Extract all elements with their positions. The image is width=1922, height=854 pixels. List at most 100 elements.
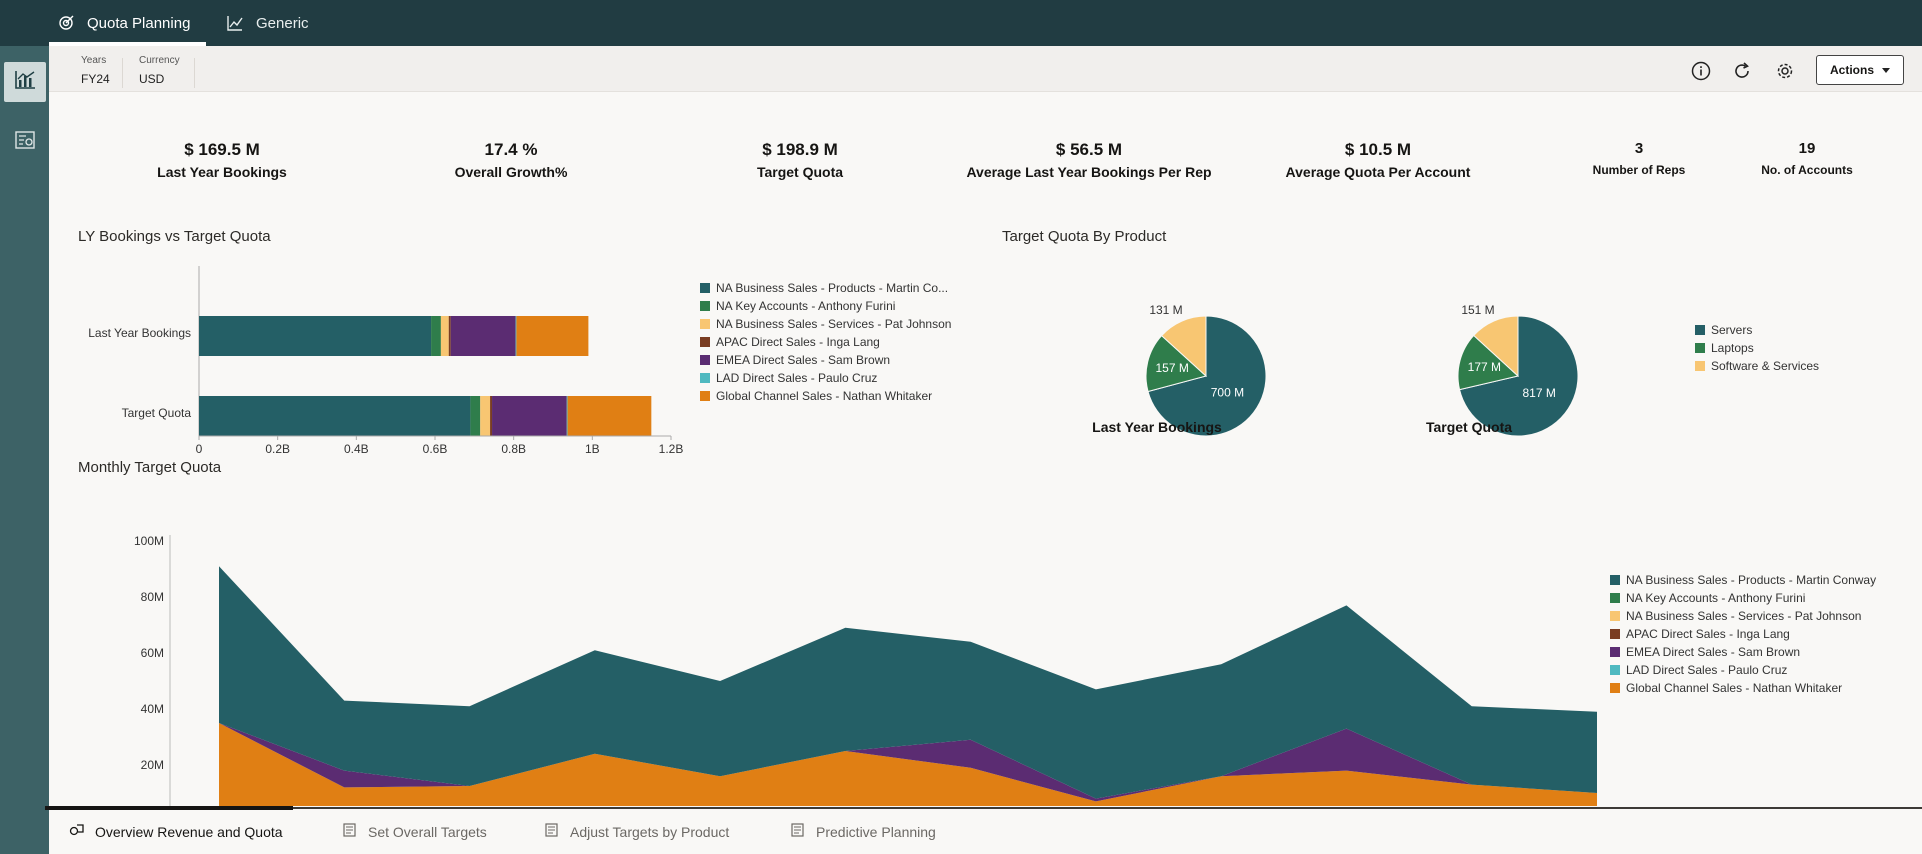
legend-swatch	[1610, 647, 1620, 657]
area-chart-title: Monthly Target Quota	[78, 459, 222, 476]
pie-slice	[1145, 334, 1208, 393]
pie-slice-label: 157 M	[1156, 361, 1189, 375]
kpi-label: Average Last Year Bookings Per Rep	[966, 164, 1212, 180]
pie-slice-label: 131 M	[1149, 303, 1182, 317]
y-tick-label: 100M	[134, 534, 164, 548]
legend-label: NA Key Accounts - Anthony Furini	[716, 299, 896, 313]
pie-slice-label: 700 M	[1211, 385, 1244, 399]
legend-item[interactable]: NA Business Sales - Services - Pat Johns…	[700, 315, 951, 333]
legend-item[interactable]: APAC Direct Sales - Inga Lang	[1610, 625, 1876, 643]
legend-swatch	[1695, 361, 1705, 371]
legend-item[interactable]: LAD Direct Sales - Paulo Cruz	[1610, 661, 1876, 679]
tab-label: Adjust Targets by Product	[570, 823, 730, 840]
legend-item[interactable]: NA Business Sales - Services - Pat Johns…	[1610, 607, 1876, 625]
kpi-value: $ 169.5 M	[184, 140, 260, 159]
pie-slice-label: 177 M	[1468, 360, 1501, 374]
y-tick-label: 40M	[141, 702, 164, 716]
legend-swatch	[700, 391, 710, 401]
legend-label: NA Business Sales - Products - Martin Co…	[1626, 573, 1877, 587]
kpi-last-year-bookings: $ 169.5 M Last Year Bookings	[157, 140, 287, 180]
kpi-number-of-reps: 3 Number of Reps	[1593, 140, 1686, 177]
pov-bar: Years FY24 Currency USD Actions	[49, 46, 1922, 92]
pie-slice	[1458, 315, 1579, 437]
legend-item[interactable]: Laptops	[1695, 339, 1819, 357]
x-tick-label: 0.8B	[501, 442, 526, 456]
bar-segment	[490, 396, 493, 436]
tab-label: Set Overall Targets	[368, 823, 487, 840]
legend-swatch	[1695, 325, 1705, 335]
legend-item[interactable]: Global Channel Sales - Nathan Whitaker	[700, 387, 951, 405]
legend-item[interactable]: LAD Direct Sales - Paulo Cruz	[700, 369, 951, 387]
actions-menu-button[interactable]: Actions	[1816, 55, 1904, 85]
pov-currency-label: Currency	[139, 55, 180, 66]
legend-swatch	[1610, 575, 1620, 585]
form-icon	[790, 822, 806, 841]
legend-label: Software & Services	[1711, 359, 1820, 373]
dashboard-nav-button[interactable]	[4, 62, 46, 102]
tab-label: Generic	[256, 14, 309, 32]
tab-quota-planning[interactable]: Quota Planning	[48, 0, 207, 46]
chart-icon	[226, 14, 244, 32]
kpi-label: Number of Reps	[1592, 163, 1686, 177]
legend-swatch	[700, 301, 710, 311]
tab-predictive-planning[interactable]: Predictive Planning	[790, 809, 936, 854]
tab-adjust-targets-by-product[interactable]: Adjust Targets by Product	[544, 809, 729, 854]
legend-label: NA Business Sales - Products - Martin Co…	[716, 281, 949, 295]
legend-item[interactable]: EMEA Direct Sales - Sam Brown	[700, 351, 951, 369]
bar-segment	[199, 396, 471, 436]
actions-label: Actions	[1829, 63, 1874, 77]
bar-segment	[492, 396, 567, 436]
chevron-down-icon	[1882, 67, 1890, 73]
pie-chart-legend: Servers Laptops Software & Services	[1695, 321, 1819, 375]
x-tick-label: 1B	[585, 442, 600, 456]
kpi-label: Target Quota	[756, 164, 844, 180]
kpi-overall-growth: 17.4 % Overall Growth%	[455, 140, 568, 180]
kpi-avg-quota-per-account: $ 10.5 M Average Quota Per Account	[1286, 140, 1471, 180]
x-tick-label: 1.2B	[659, 442, 684, 456]
legend-item[interactable]: NA Business Sales - Products - Martin Co…	[1610, 571, 1876, 589]
legend-item[interactable]: Global Channel Sales - Nathan Whitaker	[1610, 679, 1876, 697]
legend-item[interactable]: EMEA Direct Sales - Sam Brown	[1610, 643, 1876, 661]
tab-overview-revenue-and-quota[interactable]: Overview Revenue and Quota	[45, 806, 293, 854]
legend-item[interactable]: Software & Services	[1695, 357, 1819, 375]
info-icon[interactable]	[1690, 60, 1712, 82]
pie-label-target-quota: Target Quota	[1425, 419, 1513, 435]
tab-label: Predictive Planning	[816, 823, 936, 840]
legend-item[interactable]: APAC Direct Sales - Inga Lang	[700, 333, 951, 351]
tab-set-overall-targets[interactable]: Set Overall Targets	[342, 809, 487, 854]
kpi-avg-bookings-per-rep: $ 56.5 M Average Last Year Bookings Per …	[966, 140, 1211, 180]
y-tick-label: Target Quota	[122, 406, 192, 420]
legend-item[interactable]: NA Key Accounts - Anthony Furini	[700, 297, 951, 315]
legend-swatch	[1610, 593, 1620, 603]
pie-slice	[1457, 334, 1520, 391]
kpi-value: $ 198.9 M	[762, 140, 838, 159]
legend-label: EMEA Direct Sales - Sam Brown	[1626, 645, 1801, 659]
report-nav-button[interactable]	[4, 122, 46, 162]
legend-label: LAD Direct Sales - Paulo Cruz	[1626, 663, 1788, 677]
bar-segment	[516, 316, 589, 356]
main-content: Years FY24 Currency USD Actions $ 169.5 …	[45, 46, 1922, 854]
x-tick-label: 0.6B	[423, 442, 448, 456]
gear-icon[interactable]	[1774, 60, 1796, 82]
pie-slice-label: 817 M	[1522, 386, 1555, 400]
bar-segment	[567, 396, 652, 436]
kpi-value: 3	[1634, 140, 1644, 157]
area-series	[219, 723, 1597, 802]
kpi-label: No. of Accounts	[1761, 163, 1853, 177]
refresh-icon[interactable]	[1731, 60, 1753, 82]
x-tick-label: 0.2B	[265, 442, 290, 456]
legend-label: Servers	[1711, 323, 1753, 337]
legend-item[interactable]: NA Key Accounts - Anthony Furini	[1610, 589, 1876, 607]
tab-generic[interactable]: Generic	[226, 0, 309, 46]
legend-item[interactable]: NA Business Sales - Products - Martin Co…	[700, 279, 951, 297]
bookings-vs-quota-bar-chart: Last Year Bookings Target Quota 0 0.2B 0.4B 0…	[88, 266, 684, 456]
legend-label: APAC Direct Sales - Inga Lang	[1626, 627, 1790, 641]
left-navigation-rail	[0, 46, 49, 854]
legend-item[interactable]: Servers	[1695, 321, 1819, 339]
legend-swatch	[700, 373, 710, 383]
pie-slice	[1147, 315, 1267, 437]
legend-swatch	[700, 283, 710, 293]
divider	[122, 58, 123, 88]
pov-years[interactable]: Years FY24	[81, 55, 110, 86]
pov-currency[interactable]: Currency USD	[139, 55, 180, 86]
